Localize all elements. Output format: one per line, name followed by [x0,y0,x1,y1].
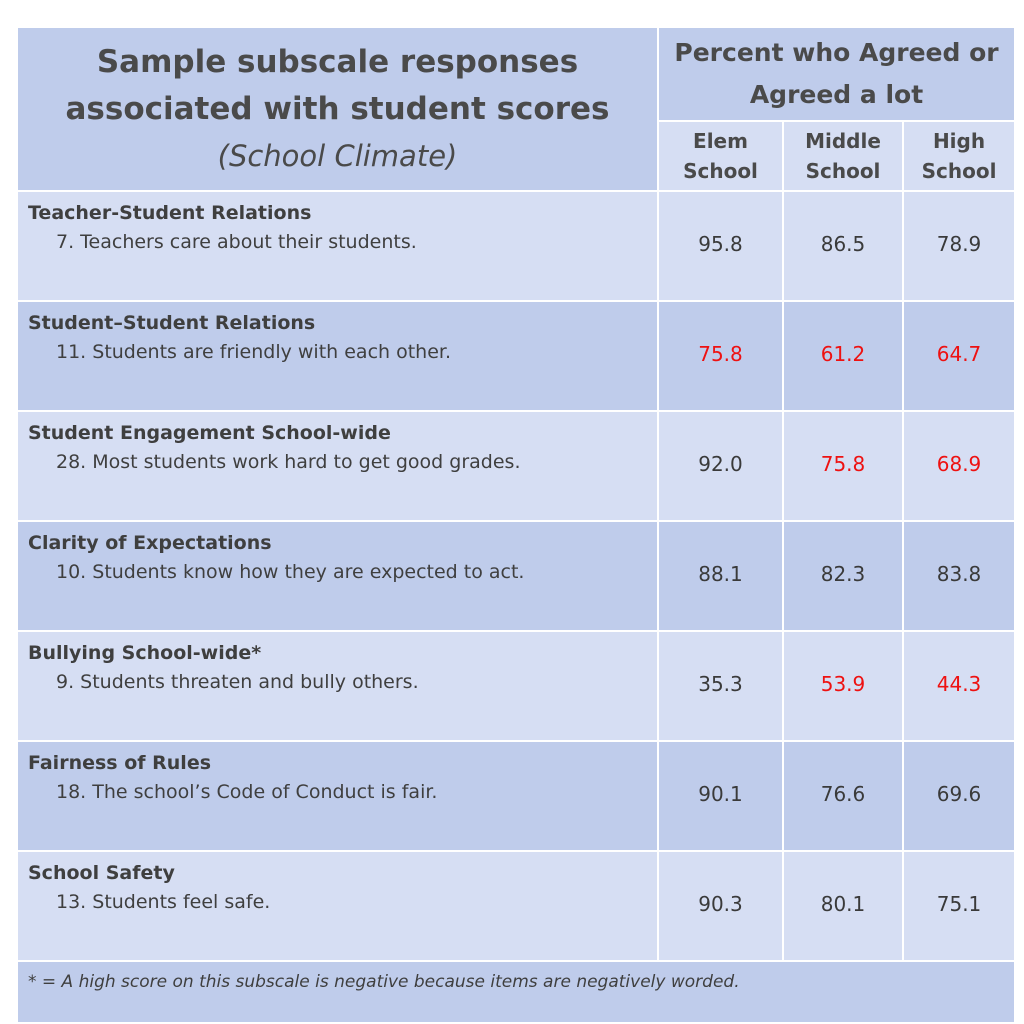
value-high: 68.9 [901,410,1017,522]
value-high: 78.9 [901,190,1017,302]
value-elem: 90.3 [657,850,784,962]
subscale-category: Student Engagement School-wide [28,422,391,444]
subscale-category: Bullying School-wide* [28,642,262,664]
value-elem: 75.8 [657,300,784,412]
survey-item: 9. Students threaten and bully others. [56,671,419,693]
climate-table: Sample subscale responses associated wit… [15,26,1017,1024]
value-elem: 95.8 [657,190,784,302]
title-line-1: Sample subscale responses [96,44,579,80]
survey-item: 18. The school’s Code of Conduct is fair… [56,781,438,803]
percent-header: Percent who Agreed or Agreed a lot [656,26,1017,122]
survey-item: 7. Teachers care about their students. [56,231,417,253]
value-middle: 61.2 [782,300,904,412]
col-header-elem: Elem School [657,120,784,192]
table-row: Teacher-Student Relations 7. Teachers car… [16,190,1017,302]
value-elem: 35.3 [657,630,784,742]
col-header-high: High School [901,120,1017,192]
survey-item: 11. Students are friendly with each othe… [56,341,452,363]
footnote: * = A high score on this subscale is neg… [15,960,1017,1024]
value-elem: 90.1 [657,740,784,852]
row-label: Student–Student Relations 11. Students ar… [16,300,659,412]
survey-item: 28. Most students work hard to get good … [56,451,521,473]
value-middle: 75.8 [782,410,904,522]
row-label: Bullying School-wide* 9. Students threate… [16,630,659,742]
row-label: Student Engagement School-wide 28. Most s… [16,410,659,522]
value-elem: 88.1 [657,520,784,632]
value-high: 75.1 [901,850,1017,962]
row-label: Teacher-Student Relations 7. Teachers car… [16,190,659,302]
value-high: 69.6 [901,740,1017,852]
value-high: 64.7 [901,300,1017,412]
table-row: Fairness of Rules 18. The school’s Code o… [16,740,1017,852]
table-row: Student–Student Relations 11. Students ar… [16,300,1017,412]
value-middle: 53.9 [782,630,904,742]
row-label: Fairness of Rules 18. The school’s Code o… [16,740,659,852]
table-row: School Safety 13. Students feel safe. 90.3… [16,850,1017,962]
value-middle: 86.5 [782,190,904,302]
title-line-2: associated with student scores [65,91,610,127]
table-row: Clarity of Expectations 10. Students know… [16,520,1017,632]
subscale-category: School Safety [28,862,175,884]
subscale-category: Student–Student Relations [28,312,316,334]
value-elem: 92.0 [657,410,784,522]
subscale-category: Teacher-Student Relations [28,202,312,224]
value-middle: 82.3 [782,520,904,632]
row-label: School Safety 13. Students feel safe. [16,850,659,962]
title-line-3: (School Climate) [217,139,458,173]
row-label: Clarity of Expectations 10. Students know… [16,520,659,632]
col-header-middle: Middle School [782,120,904,192]
subscale-category: Clarity of Expectations [28,532,272,554]
value-middle: 80.1 [782,850,904,962]
value-middle: 76.6 [782,740,904,852]
survey-item: 10. Students know how they are expected … [56,561,525,583]
value-high: 83.8 [901,520,1017,632]
survey-item: 13. Students feel safe. [56,891,271,913]
table-row: Student Engagement School-wide 28. Most s… [16,410,1017,522]
subscale-category: Fairness of Rules [28,752,212,774]
table-title: Sample subscale responses associated wit… [16,26,659,192]
value-high: 44.3 [901,630,1017,742]
table-row: Bullying School-wide* 9. Students threate… [16,630,1017,742]
